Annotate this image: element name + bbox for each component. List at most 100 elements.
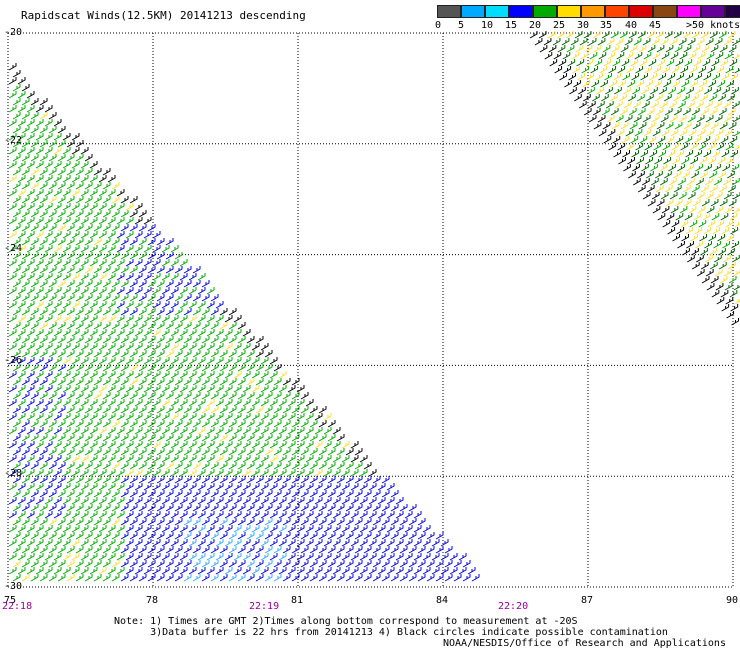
wind-barb <box>634 129 643 137</box>
wind-barb <box>170 497 179 505</box>
wind-barb <box>604 73 612 81</box>
wind-barb <box>228 378 237 386</box>
wind-barb <box>255 476 264 484</box>
wind-barb <box>649 73 657 81</box>
wind-barb <box>98 301 107 309</box>
wind-barb <box>147 266 156 274</box>
wind-barb <box>237 434 246 442</box>
wind-barb <box>89 343 98 351</box>
wind-barb <box>404 553 413 561</box>
wind-barb <box>702 59 711 67</box>
wind-barb <box>260 371 269 379</box>
wind-barb <box>395 497 404 505</box>
wind-barb <box>21 406 30 414</box>
wind-barb <box>89 553 98 561</box>
wind-barb <box>12 210 21 218</box>
wind-barb <box>626 143 635 151</box>
lat-label: -20 <box>4 27 22 38</box>
wind-barb <box>143 287 152 295</box>
wind-barb <box>102 462 111 470</box>
wind-barb <box>39 476 48 484</box>
wind-barb <box>111 490 120 498</box>
wind-barb <box>84 518 93 526</box>
wind-barb <box>71 301 80 309</box>
wind-barb <box>733 131 740 137</box>
wind-barb <box>233 469 242 477</box>
wind-barb <box>107 203 116 211</box>
wind-barb <box>242 329 251 337</box>
wind-barb <box>161 287 170 295</box>
wind-barb <box>179 553 188 561</box>
wind-barb <box>676 150 685 158</box>
wind-barb <box>260 357 269 365</box>
wind-barb <box>645 157 653 165</box>
wind-barb <box>12 322 21 330</box>
wind-barb <box>156 364 165 372</box>
wind-barb <box>655 185 664 193</box>
wind-barb <box>567 59 576 67</box>
wind-barb <box>57 462 66 470</box>
wind-barb <box>75 504 84 512</box>
wind-barb <box>237 392 246 400</box>
wind-barb <box>8 147 17 155</box>
wind-barb <box>323 483 332 491</box>
wind-barb <box>143 413 152 421</box>
wind-barb <box>336 504 345 512</box>
wind-barb <box>44 441 53 449</box>
wind-barb <box>102 476 111 484</box>
wind-barb <box>327 420 336 428</box>
wind-barb <box>188 567 197 575</box>
wind-barb <box>152 245 161 253</box>
wind-barb <box>165 266 174 274</box>
wind-barb <box>147 378 156 386</box>
wind-barb <box>273 434 282 442</box>
wind-barb <box>251 483 260 491</box>
wind-barb <box>93 574 102 582</box>
legend-swatch <box>605 5 629 18</box>
wind-barb <box>93 280 102 288</box>
wind-barb <box>120 490 129 498</box>
wind-barb <box>345 574 354 582</box>
wind-barb <box>350 497 359 505</box>
wind-barb <box>201 294 210 302</box>
wind-barb <box>143 343 152 351</box>
wind-barb <box>35 119 44 127</box>
wind-barb <box>21 196 30 204</box>
wind-barb <box>107 539 116 547</box>
wind-barb <box>98 217 107 225</box>
wind-barb <box>156 462 165 470</box>
wind-barb <box>30 350 39 358</box>
wind-barb <box>48 112 57 120</box>
wind-barb <box>690 94 699 102</box>
wind-barb <box>650 164 658 172</box>
wind-barb <box>17 259 26 267</box>
wind-barb <box>138 308 147 316</box>
wind-barb <box>224 567 233 575</box>
wind-barb <box>80 287 89 295</box>
wind-barb <box>57 378 66 386</box>
wind-barb <box>300 434 309 442</box>
wind-barb <box>26 483 35 491</box>
wind-barb <box>641 164 649 172</box>
wind-barb <box>224 483 233 491</box>
wind-barb <box>237 560 246 568</box>
wind-barb <box>26 399 35 407</box>
legend-label: 15 <box>505 20 518 31</box>
wind-barb <box>679 206 688 214</box>
wind-barb <box>726 94 735 102</box>
wind-barb <box>309 476 318 484</box>
wind-barb <box>251 525 260 533</box>
wind-barb <box>273 420 282 428</box>
wind-barb <box>161 301 170 309</box>
wind-barb <box>708 234 717 242</box>
wind-barb <box>206 427 215 435</box>
wind-barb <box>630 59 639 67</box>
wind-barb <box>669 38 678 46</box>
wind-barb <box>71 483 80 491</box>
wind-barb <box>345 448 354 456</box>
wind-barb <box>174 420 183 428</box>
wind-barb <box>93 336 102 344</box>
wind-barb <box>686 178 695 186</box>
wind-barb <box>273 462 282 470</box>
wind-barb <box>715 206 724 214</box>
